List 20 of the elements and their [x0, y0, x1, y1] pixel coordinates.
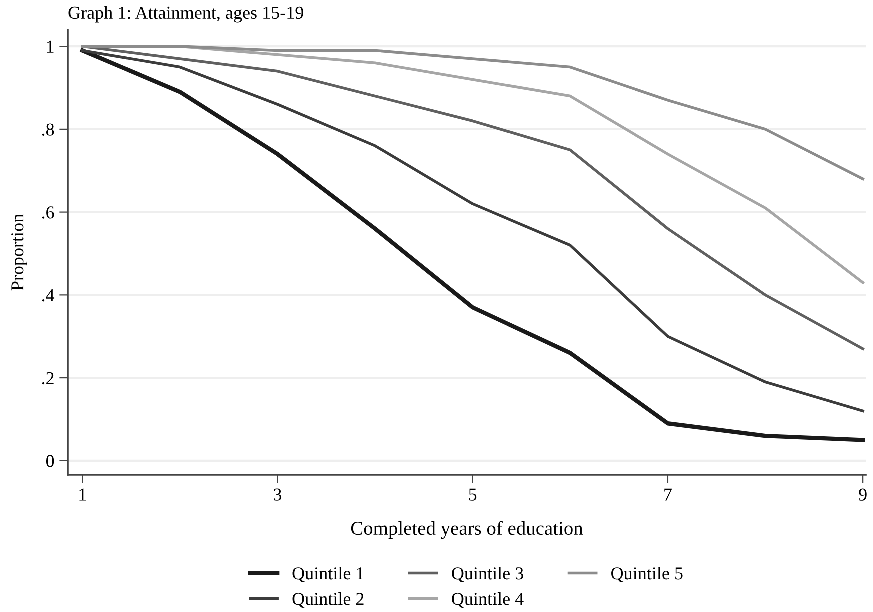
x-tick-label: 1 [80, 488, 86, 501]
x-tick-label: 5 [469, 488, 477, 501]
legend-label: Quintile 1 [292, 567, 364, 582]
x-tick-label: 7 [664, 488, 672, 501]
legend-label: Quintile 4 [452, 592, 524, 608]
y-axis-title: Proportion [12, 214, 28, 291]
chart-title: Graph 1: Attainment, ages 15-19 [68, 6, 304, 23]
x-axis-title: Completed years of education [351, 521, 584, 540]
legend-label: Quintile 5 [612, 567, 683, 582]
legend-label: Quintile 3 [452, 567, 524, 582]
y-tick-label: .4 [42, 290, 55, 302]
y-tick-label: .6 [42, 206, 54, 219]
x-tick-label: 3 [274, 488, 282, 501]
y-tick-label: 1 [47, 40, 54, 53]
legend-label: Quintile 2 [292, 592, 364, 608]
y-tick-label: .8 [42, 124, 54, 136]
y-tick-label: 0 [46, 455, 54, 468]
line-series [81, 45, 864, 181]
y-tick-label: .2 [42, 372, 54, 385]
x-tick-label: 9 [859, 488, 867, 501]
